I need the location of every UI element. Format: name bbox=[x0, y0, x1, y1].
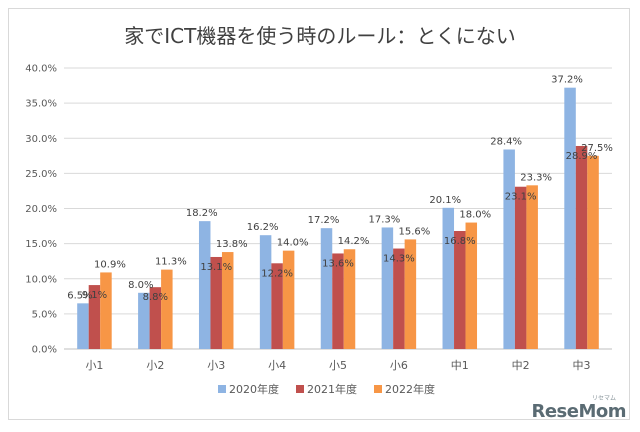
data-label: 13.8% bbox=[216, 239, 248, 250]
bar bbox=[564, 87, 576, 350]
bar bbox=[514, 186, 527, 349]
bar bbox=[77, 303, 89, 349]
legend-swatch bbox=[374, 385, 382, 393]
data-label: 13.6% bbox=[322, 258, 354, 269]
bar bbox=[503, 149, 515, 349]
data-label: 6.5% bbox=[67, 290, 92, 301]
data-label: 9.1% bbox=[82, 290, 107, 301]
y-tick-label: 20.0% bbox=[25, 204, 57, 215]
y-tick-label: 15.0% bbox=[25, 239, 57, 250]
bar bbox=[320, 228, 333, 349]
bar bbox=[221, 252, 234, 349]
x-tick-label: 中3 bbox=[573, 359, 591, 372]
x-tick-label: 小1 bbox=[85, 359, 103, 372]
bar bbox=[210, 256, 222, 349]
x-tick-label: 中2 bbox=[512, 359, 530, 372]
y-tick-label: 10.0% bbox=[25, 274, 57, 285]
bar bbox=[198, 221, 211, 349]
bar bbox=[332, 253, 344, 349]
y-tick-label: 35.0% bbox=[25, 99, 57, 110]
legend-swatch bbox=[218, 385, 226, 393]
data-label: 17.2% bbox=[308, 215, 340, 226]
bars bbox=[77, 87, 599, 350]
data-label: 16.8% bbox=[444, 236, 476, 247]
x-tick-label: 小4 bbox=[268, 359, 286, 372]
data-label: 18.2% bbox=[186, 208, 218, 219]
y-tick-label: 40.0% bbox=[25, 64, 57, 75]
chart-title: 家でICT機器を使う時のルール：とくにない bbox=[124, 24, 516, 48]
data-label: 14.0% bbox=[277, 238, 309, 249]
y-tick-label: 30.0% bbox=[25, 134, 57, 145]
data-label: 17.3% bbox=[368, 214, 400, 225]
bar bbox=[465, 222, 478, 349]
bar bbox=[282, 250, 295, 349]
bar bbox=[404, 239, 417, 349]
data-label: 28.9% bbox=[566, 151, 598, 162]
y-tick-label: 5.0% bbox=[32, 309, 57, 320]
x-tick-label: 小3 bbox=[207, 359, 225, 372]
legend-label: 2021年度 bbox=[307, 382, 357, 396]
data-label: 20.1% bbox=[429, 195, 461, 206]
data-label: 12.2% bbox=[261, 268, 293, 279]
legend: 2020年度 2021年度 2022年度 bbox=[218, 382, 435, 396]
bar bbox=[259, 235, 272, 349]
bar bbox=[149, 287, 162, 349]
bar bbox=[138, 292, 150, 349]
y-axis: 0.0% 5.0% 10.0% 15.0% 20.0% 25.0% 30.0% 35.0% 40… bbox=[25, 64, 57, 356]
data-label: 23.1% bbox=[505, 192, 537, 203]
y-tick-label: 25.0% bbox=[25, 169, 57, 180]
bar bbox=[587, 155, 599, 349]
legend-label: 2022年度 bbox=[385, 382, 435, 396]
x-tick-label: 小2 bbox=[146, 359, 164, 372]
watermark-subtext: リセマム bbox=[591, 395, 616, 402]
x-axis: 小1 小2 小3 小4 小5 小6 中1 中2 中3 bbox=[85, 359, 590, 372]
bar bbox=[381, 227, 394, 349]
data-label: 18.0% bbox=[459, 210, 491, 221]
bar bbox=[161, 269, 173, 349]
data-label: 28.4% bbox=[490, 136, 522, 147]
data-labels: 6.5%9.1% 10.9%8.0%8.8% 11.3% 18.2% 13.1% 13.8… bbox=[67, 75, 613, 304]
legend-swatch bbox=[296, 385, 304, 393]
bar bbox=[343, 249, 356, 349]
x-tick-label: 小6 bbox=[390, 359, 408, 372]
bar bbox=[442, 207, 455, 349]
data-label: 11.3% bbox=[155, 257, 187, 268]
data-label: 23.3% bbox=[520, 172, 552, 183]
bar bbox=[575, 145, 588, 349]
bar bbox=[100, 272, 112, 349]
data-label: 15.6% bbox=[398, 226, 430, 237]
data-label: 16.2% bbox=[247, 222, 279, 233]
x-tick-label: 小5 bbox=[329, 359, 347, 372]
bar bbox=[271, 263, 283, 349]
data-label: 8.0% bbox=[128, 280, 153, 291]
data-label: 14.2% bbox=[338, 236, 370, 247]
watermark-logo: ReseMom bbox=[531, 401, 626, 422]
x-tick-label: 中1 bbox=[451, 359, 469, 372]
bar bbox=[393, 248, 405, 349]
data-label: 37.2% bbox=[551, 75, 583, 86]
y-tick-label: 0.0% bbox=[32, 345, 57, 356]
data-label: 14.3% bbox=[383, 254, 415, 265]
data-label: 13.1% bbox=[200, 262, 232, 273]
data-label: 10.9% bbox=[94, 259, 126, 270]
bar bbox=[526, 185, 538, 349]
bar bbox=[454, 230, 466, 349]
data-label: 8.8% bbox=[143, 292, 168, 303]
legend-label: 2020年度 bbox=[229, 382, 279, 396]
data-label: 27.5% bbox=[581, 143, 613, 154]
bar bbox=[88, 285, 101, 349]
